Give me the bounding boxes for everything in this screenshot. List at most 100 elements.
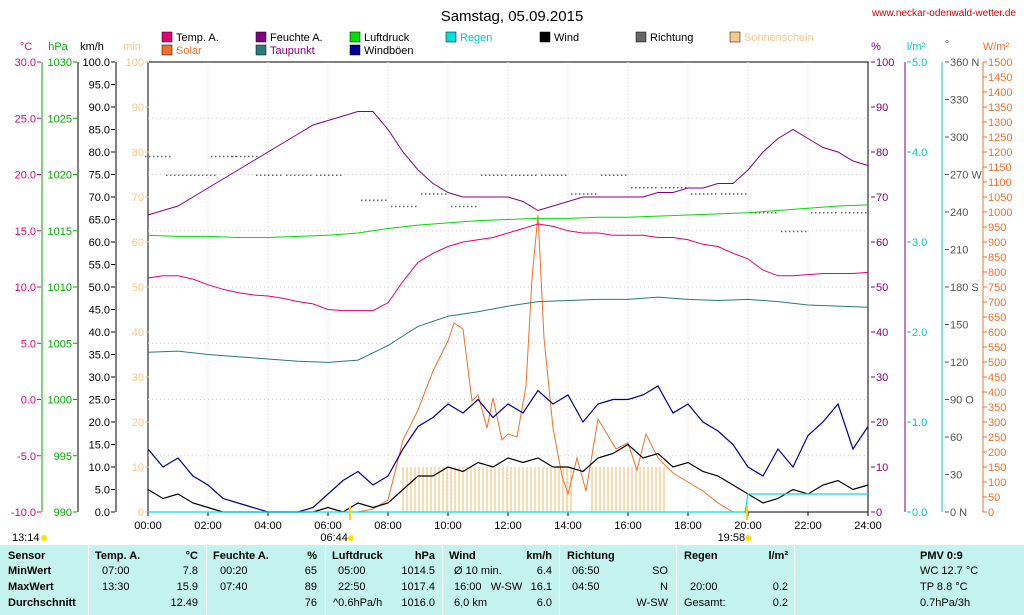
legend-label: Temp. A.: [176, 32, 219, 44]
series-line-luftdruck: [147, 204, 869, 238]
direction-point: [715, 193, 717, 195]
direction-point: [256, 155, 258, 158]
solar-axis-tick-label: 150: [988, 462, 1006, 474]
direction-point: [677, 187, 679, 189]
direction-point: [515, 174, 517, 176]
solar-axis-tick-label: 1050: [988, 192, 1012, 204]
direction-axis-tick-label: 360 N: [950, 57, 979, 69]
direction-point: [481, 174, 483, 176]
direction-point: [451, 205, 453, 208]
direction-point: [827, 212, 829, 214]
direction-point: [561, 174, 563, 176]
direction-point: [695, 193, 697, 195]
legend-label: Richtung: [650, 32, 693, 44]
wind-axis-tick-label: 40.0: [89, 327, 110, 339]
direction-point: [639, 187, 641, 189]
direction-point: [631, 187, 633, 189]
temp-axis-tick-label: -10.0: [11, 507, 36, 519]
direction-point: [252, 155, 254, 158]
direction-point: [857, 212, 859, 214]
solar-axis-tick-label: 300: [988, 417, 1006, 429]
temp-axis-tick-label: 0.0: [21, 395, 36, 407]
rain-axis-tick-label: 0.0: [912, 507, 927, 519]
solar-axis-tick-label: 50: [988, 492, 1000, 504]
wind-max-time: 16:00 W-SW: [454, 581, 523, 593]
col-rain-header: Regen: [684, 550, 718, 562]
legend-label: Taupunkt: [270, 45, 315, 57]
wind-axis-tick-label: 75.0: [89, 170, 110, 182]
direction-point: [505, 174, 507, 176]
rain-unit-label: l/m²: [907, 41, 926, 53]
solar-axis-tick-label: 650: [988, 312, 1006, 324]
direction-point: [811, 212, 813, 214]
pressure-axis-tick-label: 1000: [48, 395, 72, 407]
direction-axis-tick-label: 270 W: [950, 170, 982, 182]
direction-axis-tick-label: 120: [950, 357, 968, 369]
col-pressure-unit: hPa: [414, 550, 435, 562]
direction-point: [219, 155, 221, 158]
solar-axis-tick-label: 700: [988, 297, 1006, 309]
x-tick-label: 24:00: [854, 520, 882, 532]
solar-axis-tick-label: 500: [988, 357, 1006, 369]
pressure-unit-label: hPa: [48, 41, 68, 53]
direction-point: [655, 187, 657, 189]
solar-axis-tick-label: 200: [988, 447, 1006, 459]
direction-point: [455, 205, 457, 208]
humidity-axis-tick-label: 90: [876, 102, 888, 114]
direction-point: [377, 199, 379, 201]
direction-point: [231, 155, 233, 158]
direction-point: [595, 193, 597, 195]
direction-point: [725, 193, 727, 195]
legend-swatch: [255, 44, 267, 56]
row-label-max: MaxWert: [8, 581, 54, 593]
direction-point: [385, 199, 387, 201]
direction-point: [340, 174, 342, 176]
wind-axis-tick-label: 100.0: [82, 57, 110, 69]
direction-point: [471, 205, 473, 208]
direction-point: [759, 212, 761, 214]
wind-axis-tick-label: 15.0: [89, 440, 110, 452]
direction-point: [699, 193, 701, 195]
direction-max-time: 04:50: [572, 581, 600, 593]
website-label: www.neckar-odenwald-wetter.de: [871, 8, 1016, 19]
direction-point: [523, 174, 525, 176]
series-line-temp-a: [147, 223, 869, 312]
pressure-avg-value: 1016.0: [401, 597, 435, 609]
direction-point: [302, 174, 304, 176]
solar-axis-tick-label: 1300: [988, 117, 1012, 129]
left-axes: 30.025.020.015.010.05.00.0-5.0-10.010301…: [11, 57, 149, 519]
direction-point: [429, 193, 431, 195]
pressure-min-value: 1014.5: [401, 565, 435, 577]
direction-point: [463, 205, 465, 208]
solar-axis-tick-label: 600: [988, 327, 1006, 339]
rain-total-value: 0.2: [772, 597, 788, 609]
minutes-axis-tick-label: 50: [132, 282, 144, 294]
minutes-unit-label: min: [123, 41, 141, 53]
direction-axis-tick-label: 210: [950, 245, 968, 257]
direction-point: [579, 193, 581, 195]
humidity-axis-tick-label: 60: [876, 237, 888, 249]
direction-point: [290, 174, 292, 176]
direction-point: [276, 174, 278, 176]
direction-point: [755, 212, 757, 214]
pressure-max-time: 22:50: [338, 581, 366, 593]
solar-axis-tick-label: 1250: [988, 132, 1012, 144]
wind-max-value: 16.1: [530, 581, 552, 593]
temp-axis-tick-label: 5.0: [21, 338, 36, 350]
direction-point: [681, 187, 683, 189]
direction-point: [801, 230, 803, 233]
rain-total-label: Gesamt:: [684, 597, 726, 609]
temp-axis-tick-label: 15.0: [15, 226, 36, 238]
legend-swatch: [729, 31, 741, 43]
legend-swatch: [255, 31, 267, 43]
direction-point: [793, 230, 795, 233]
direction-point: [227, 155, 229, 158]
chart-legend: Temp. A. Feuchte A. Luftdruck Regen Wind Rich…: [161, 31, 814, 57]
direction-point: [511, 174, 513, 176]
legend-label: Wind: [554, 32, 579, 44]
direction-point: [819, 212, 821, 214]
direction-point: [721, 193, 723, 195]
pressure-min-time: 05:00: [338, 565, 366, 577]
right-axes: 10090807060504030201005.04.03.02.01.00.0…: [871, 57, 1012, 519]
x-tick-label: 20:00: [734, 520, 762, 532]
